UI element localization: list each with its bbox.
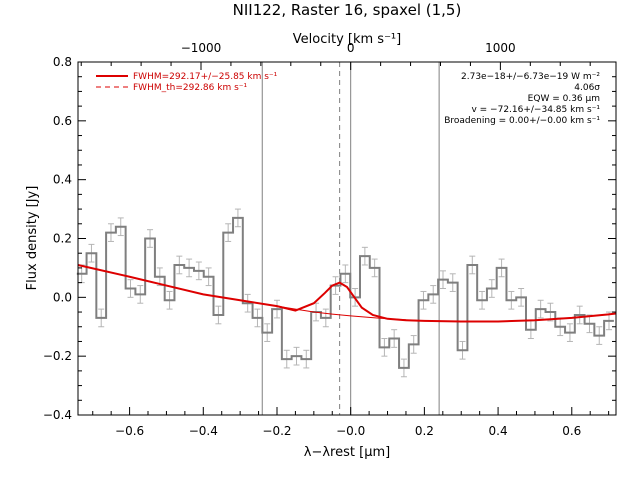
spectrum-steps xyxy=(76,216,614,369)
y-tick-label: 0.6 xyxy=(53,114,72,128)
velocity-tick-label: 1000 xyxy=(485,41,516,55)
plot-area: −0.6 −0.4 −0.2 −0.0 0.2 0.4 0.6 −0.4 −0.2 0.0 0.2 0… xyxy=(43,41,617,438)
velocity-tick-label: −1000 xyxy=(181,41,222,55)
x-tick-label: 0.2 xyxy=(415,424,434,438)
y-tick-label: 0.8 xyxy=(53,55,72,69)
annotation-line: Broadening = 0.00+/−0.00 km s⁻¹ xyxy=(444,116,600,126)
velocity-axis-label: Velocity [km s⁻¹] xyxy=(293,32,401,47)
annotation-line: 4.06σ xyxy=(574,83,600,93)
annotation-line: EQW = 0.36 μm xyxy=(528,94,600,104)
x-tick-label: −0.2 xyxy=(262,424,291,438)
y-tick-label: 0.2 xyxy=(53,232,72,246)
x-tick-label: 0.4 xyxy=(489,424,508,438)
x-tick-label: −0.6 xyxy=(115,424,144,438)
chart-title: NII122, Raster 16, spaxel (1,5) xyxy=(233,1,462,19)
legend-label: FWHM=292.17+/−25.85 km s⁻¹ xyxy=(133,72,278,82)
legend: FWHM=292.17+/−25.85 km s⁻¹FWHM_th=292.86… xyxy=(96,72,278,93)
x-tick-label: −0.0 xyxy=(336,424,365,438)
x-axis-label: λ−λrest [μm] xyxy=(304,445,390,460)
legend-label: FWHM_th=292.86 km s⁻¹ xyxy=(133,83,248,93)
annotation-line: 2.73e−18+/−6.73e−19 W m⁻² xyxy=(461,72,600,82)
x-tick-label: 0.6 xyxy=(562,424,581,438)
y-tick-label: 0.4 xyxy=(53,173,72,187)
x-tick-label: −0.4 xyxy=(189,424,218,438)
y-tick-label: −0.2 xyxy=(43,349,72,363)
continuum-curve xyxy=(77,264,617,322)
velocity-tick-label: 0 xyxy=(347,41,355,55)
y-tick-label: −0.4 xyxy=(43,408,72,422)
annotation-line: v = −72.16+/−34.85 km s⁻¹ xyxy=(471,105,600,115)
y-tick-label: 0.0 xyxy=(53,290,72,304)
y-axis-label: Flux density [Jy] xyxy=(25,186,40,291)
